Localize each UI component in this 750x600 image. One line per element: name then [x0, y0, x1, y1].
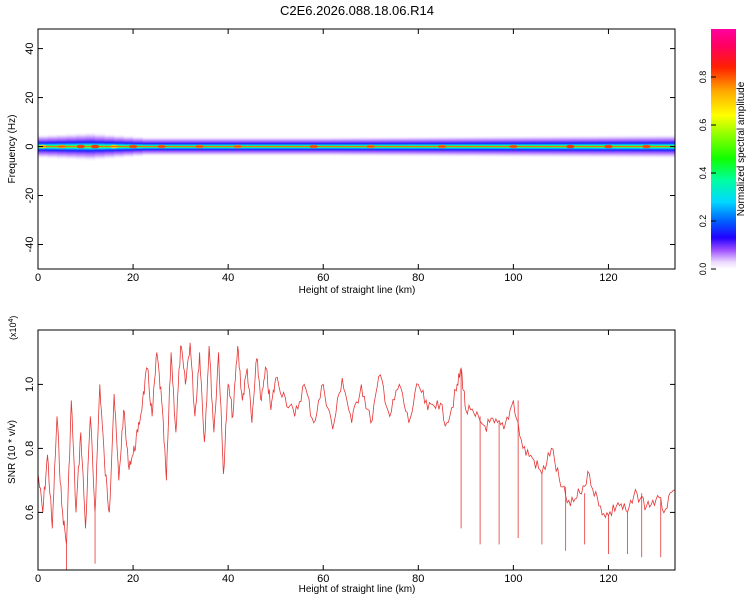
x-tick-label: 20: [127, 573, 139, 585]
multiplier-exponent: 4: [8, 318, 15, 322]
x-tick-label: 60: [317, 573, 329, 585]
x-tick-label: 40: [222, 573, 234, 585]
x-tick-label: 120: [599, 272, 617, 284]
heatmap-x-ticks: 0 20 40 60 80 100 120: [35, 29, 618, 284]
svg-text:(x104): (x104): [8, 316, 19, 340]
colorbar-gradient: [711, 29, 736, 269]
colorbar-tick-label: 0.0: [698, 263, 708, 276]
heatmap-y-label: Frequency (Hz): [7, 115, 18, 184]
x-tick-label: 80: [412, 573, 424, 585]
heatmap-frame: [37, 28, 676, 270]
snr-panel: 0 20 40 60 80 100 120 0.6 0.8 1.0 Height of stra…: [7, 316, 676, 595]
y-tick-label: 0.8: [24, 441, 36, 456]
heatmap-panel: 0 20 40 60 80 100 120 -40 -20 0 20 40 Height of st…: [7, 28, 676, 296]
y-tick-label: -20: [24, 188, 36, 204]
snr-spikes: [66, 368, 662, 570]
x-tick-label: 40: [222, 272, 234, 284]
colorbar-tick-label: 0.2: [698, 215, 708, 228]
colorbar-tick-label: 0.4: [698, 167, 708, 180]
multiplier-base: (x10: [8, 322, 18, 340]
spectral-band: [38, 131, 675, 162]
y-tick-label: 1.0: [24, 377, 36, 392]
colorbar-tick-label: 0.8: [698, 71, 708, 84]
multiplier-close: ): [8, 316, 18, 319]
snr-x-label: Height of straight line (km): [299, 584, 416, 595]
heatmap-y-ticks: -40 -20 0 20 40: [24, 42, 675, 252]
x-tick-label: 0: [35, 573, 41, 585]
y-tick-label: 40: [24, 42, 36, 54]
colorbar: 0.0 0.2 0.4 0.6 0.8 Normalized spectral ampl…: [698, 29, 747, 275]
colorbar-tick-label: 0.6: [698, 119, 708, 132]
y-tick-label: 0.6: [24, 505, 36, 520]
snr-y-multiplier: (x104): [8, 316, 19, 340]
y-tick-label: 0: [24, 143, 36, 149]
colorbar-ticks: 0.0 0.2 0.4 0.6 0.8: [698, 71, 716, 276]
snr-x-ticks: 0 20 40 60 80 100 120: [35, 330, 618, 585]
snr-y-label: SNR (10 * v/v): [7, 420, 18, 484]
x-tick-label: 0: [35, 272, 41, 284]
y-tick-label: -40: [24, 237, 36, 253]
colorbar-label: Normalized spectral amplitude: [736, 81, 747, 216]
snr-y-ticks: 0.6 0.8 1.0: [24, 377, 675, 520]
x-tick-label: 120: [599, 573, 617, 585]
snr-plot-area: [38, 330, 675, 570]
x-tick-label: 100: [504, 573, 522, 585]
snr-frame: [37, 329, 676, 571]
heatmap-x-label: Height of straight line (km): [299, 285, 416, 296]
chart-title: C2E6.2026.088.18.06.R14: [280, 3, 434, 18]
snr-series-line: [38, 342, 675, 545]
y-tick-label: 20: [24, 91, 36, 103]
x-tick-label: 80: [412, 272, 424, 284]
x-tick-label: 60: [317, 272, 329, 284]
x-tick-label: 20: [127, 272, 139, 284]
x-tick-label: 100: [504, 272, 522, 284]
